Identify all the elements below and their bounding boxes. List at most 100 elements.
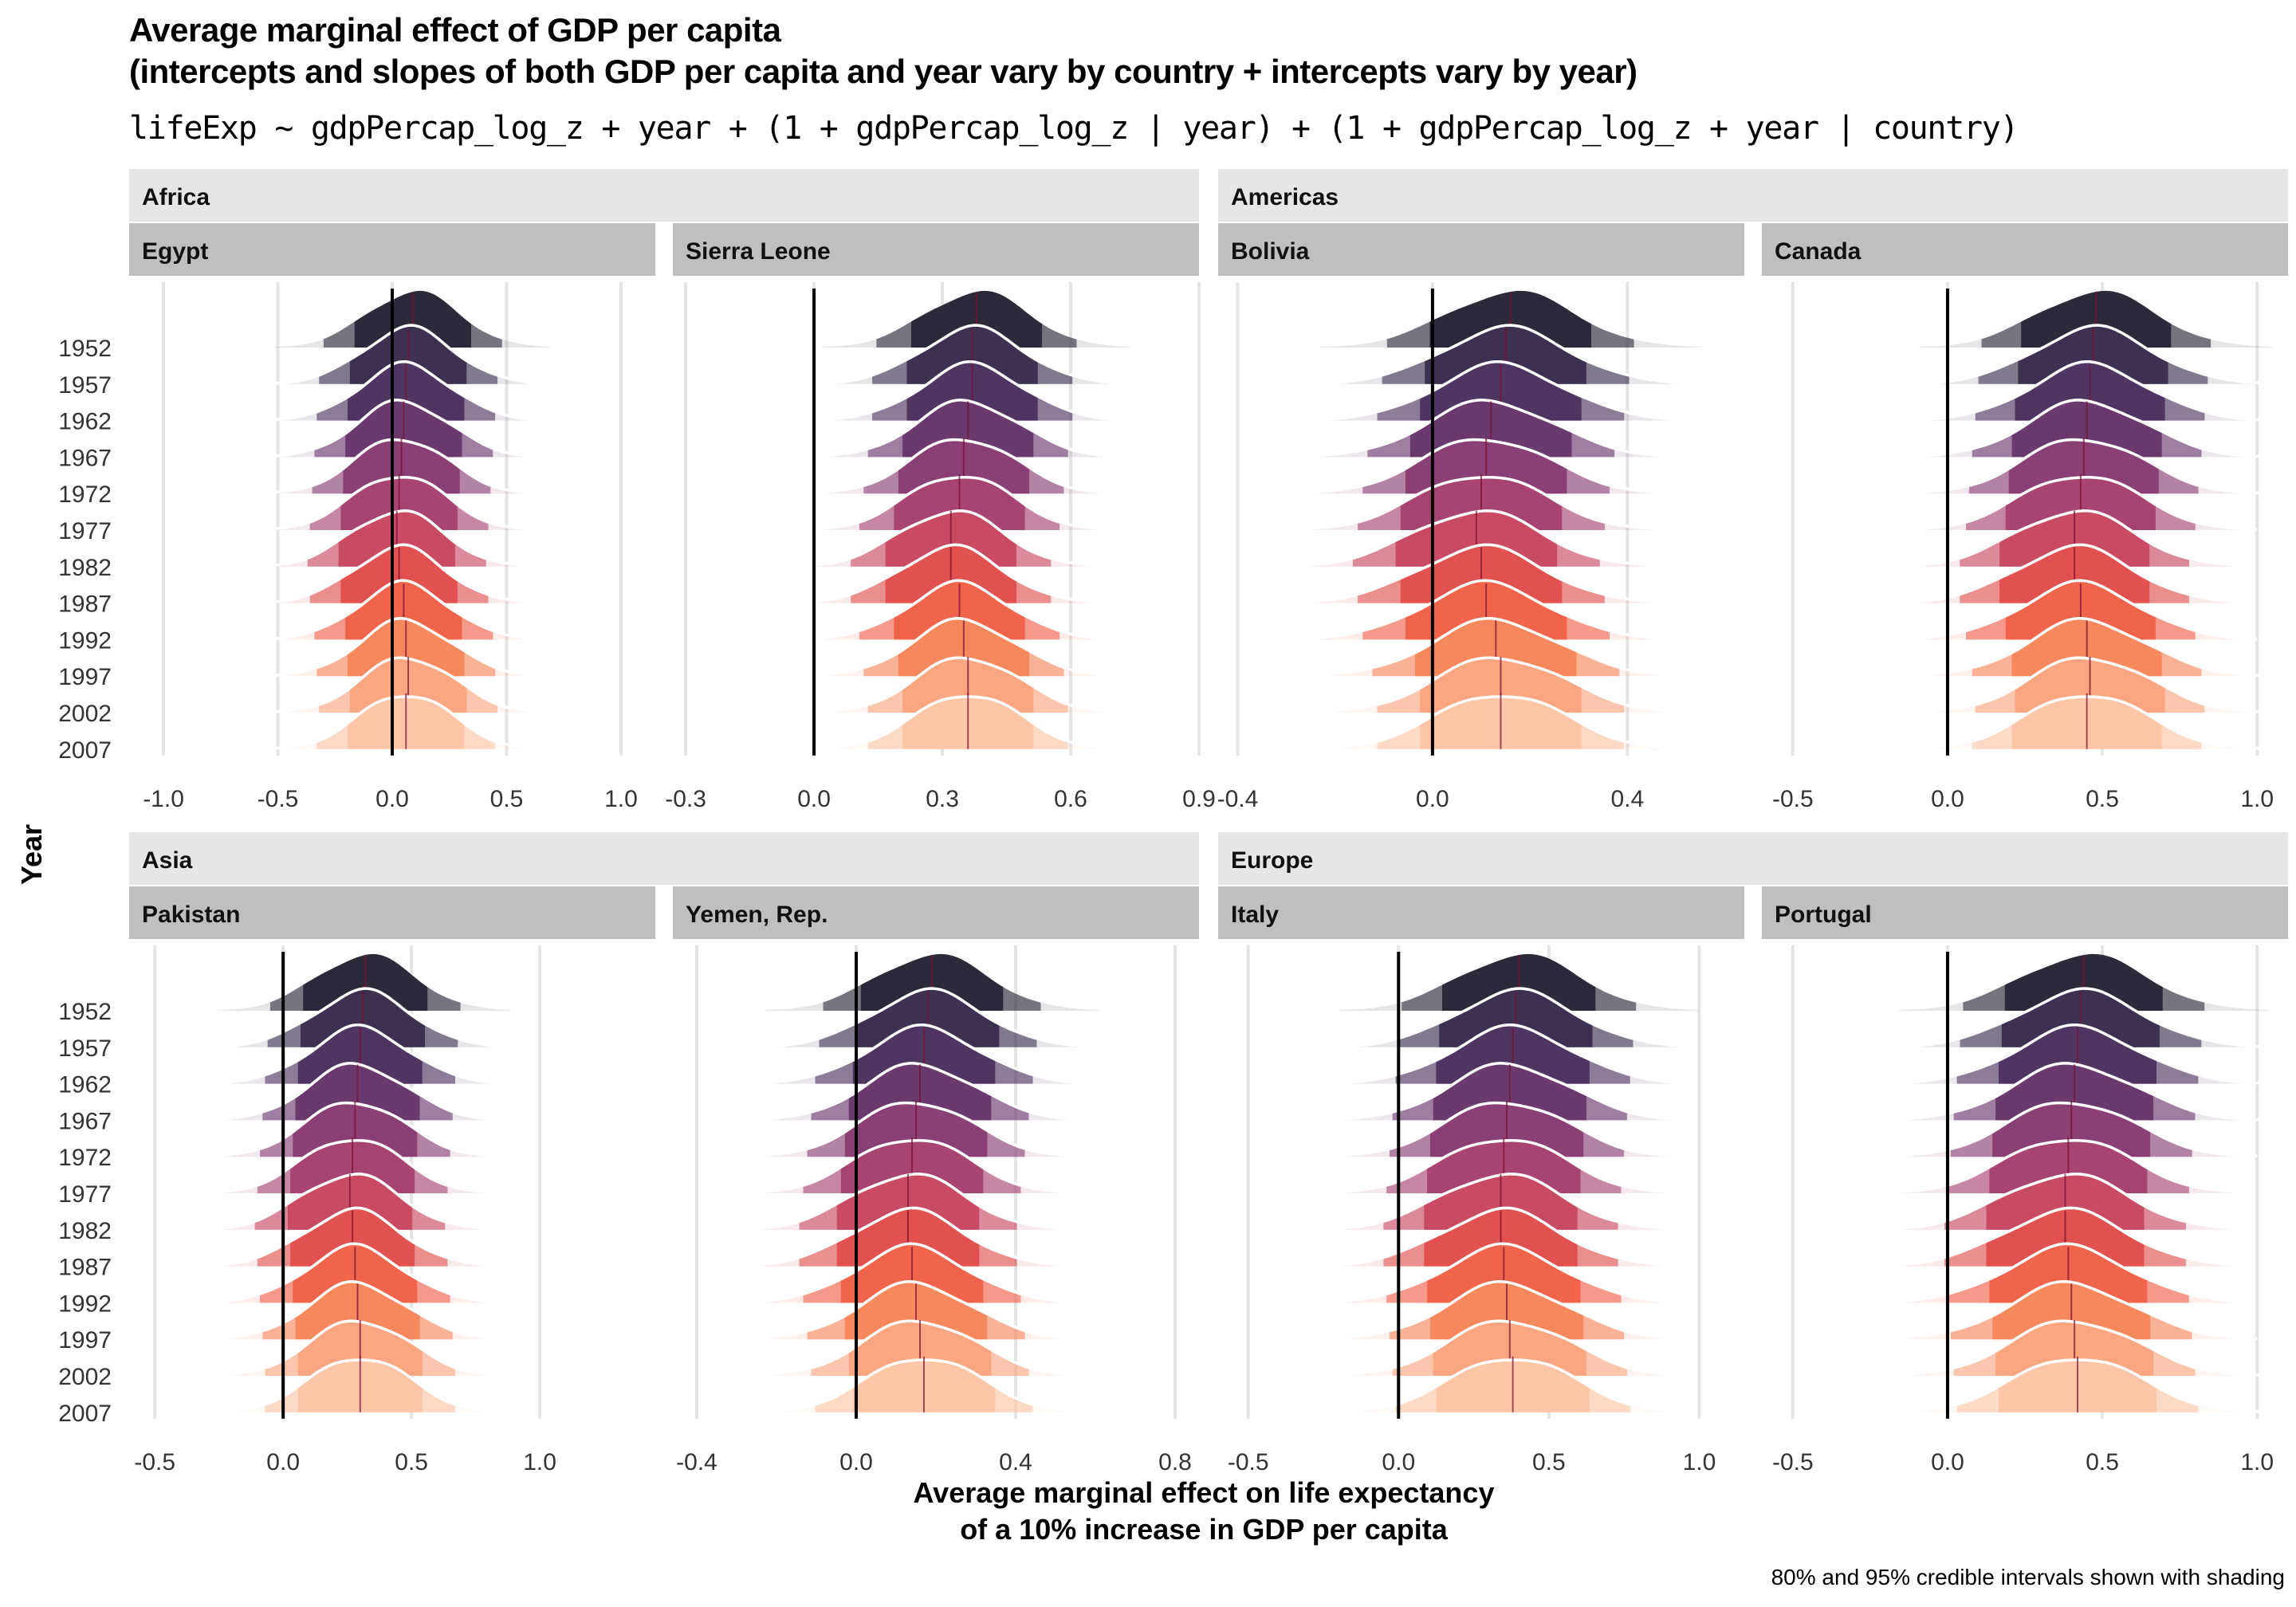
ridge-outline [818, 360, 1126, 422]
y-axis-label: Year [15, 823, 48, 886]
ridge-outline [1326, 1280, 1688, 1341]
ridge-outline [744, 1242, 1080, 1304]
ridge-outline [208, 1242, 501, 1304]
x-tick-label: 0.3 [926, 786, 959, 812]
year-tick-label: 1987 [58, 1255, 112, 1281]
continent-strip [129, 832, 1199, 885]
continent-strip [1218, 832, 2288, 885]
panel-portugal: Portugal -0.5 0.0 0.5 1.0 [1762, 886, 2288, 1475]
ridge-outline [809, 617, 1119, 678]
year-tick-label: 1962 [58, 1072, 112, 1098]
year-tick-label: 1977 [58, 1181, 112, 1208]
ridge-outline [266, 399, 541, 458]
year-tick-label: 1952 [58, 999, 112, 1025]
year-tick-label: 1982 [58, 1218, 112, 1244]
year-tick-label: 1997 [58, 1327, 112, 1354]
x-tick-label: 0.0 [375, 786, 409, 812]
ridge-outline [818, 324, 1126, 385]
x-tick-label: 0.0 [839, 1449, 873, 1475]
ridge-outline [748, 1280, 1084, 1341]
x-tick-label: 0.5 [2086, 786, 2119, 812]
chart-title: Average marginal effect of GDP per capit… [129, 11, 781, 49]
ridge-outline [1889, 1062, 2261, 1122]
ridge-outline [1910, 399, 2263, 458]
panel-sierra-leone: Sierra Leone -0.3 0.0 0.3 0.6 0.9 [665, 223, 1216, 812]
country-label: Canada [1775, 238, 1862, 265]
x-tick-label: 0.0 [1382, 1449, 1415, 1475]
year-tick-label: 1982 [58, 555, 112, 581]
year-tick-label: 1997 [58, 664, 112, 690]
x-tick-label: 0.5 [490, 786, 524, 812]
year-tick-label: 2007 [58, 737, 112, 764]
ridge-outline [206, 1206, 499, 1267]
year-tick-label: 2007 [58, 1401, 112, 1427]
x-tick-label: 0.0 [1931, 786, 1964, 812]
ridge-outline [1917, 324, 2270, 385]
continent-label: Europe [1231, 847, 1313, 874]
ridge-outline [752, 1062, 1088, 1122]
x-tick-label: 0.0 [797, 786, 831, 812]
x-tick-label: -0.4 [676, 1449, 718, 1475]
x-tick-label: -0.5 [1772, 786, 1814, 812]
year-tick-label: 1967 [58, 1108, 112, 1134]
x-tick-label: -0.4 [1217, 786, 1259, 812]
year-tick-label: 1977 [58, 518, 112, 544]
ridge-outline [268, 617, 544, 678]
ridge-outline [1329, 1062, 1691, 1122]
x-axis-label: Average marginal effect on life expectan… [913, 1476, 1495, 1546]
panel-bolivia: Bolivia -0.4 0.0 0.4 [1217, 223, 1744, 812]
x-tick-label: -1.0 [143, 786, 184, 812]
ridge-outline [1311, 360, 1691, 422]
x-tick-label: -0.5 [1228, 1449, 1269, 1475]
x-tick-label: -0.5 [134, 1449, 175, 1475]
country-strip [1762, 223, 2288, 276]
year-tick-label: 2002 [58, 1364, 112, 1390]
year-tick-label: 1992 [58, 627, 112, 654]
x-tick-label: 1.0 [2240, 786, 2274, 812]
chart-caption: 80% and 95% credible intervals shown wit… [1771, 1565, 2285, 1589]
x-tick-label: 0.4 [999, 1449, 1032, 1475]
year-tick-label: 1967 [58, 445, 112, 471]
year-tick-label: 1972 [58, 1145, 112, 1171]
ridge-outline [1323, 1242, 1685, 1304]
x-tick-label: 0.5 [2086, 1449, 2119, 1475]
x-tick-label: 1.0 [2240, 1449, 2274, 1475]
year-tick-label: 1987 [58, 591, 112, 618]
ridge-outline [1892, 1023, 2263, 1085]
year-tick-label: 1952 [58, 336, 112, 362]
ridge-outline [760, 987, 1096, 1048]
year-tick-label: 2002 [58, 701, 112, 727]
ridge-outline [805, 579, 1114, 641]
panel-italy: Italy -0.5 0.0 0.5 1.0 [1218, 886, 1744, 1475]
ridge-outline [1320, 1206, 1681, 1267]
x-tick-label: -0.5 [258, 786, 299, 812]
panel-egypt: Egypt -1.0 -0.5 0.0 0.5 1.0 [129, 223, 655, 812]
country-label: Egypt [142, 238, 208, 265]
x-tick-label: 1.0 [1683, 1449, 1716, 1475]
ridge-outline [266, 579, 541, 641]
x-tick-label: 1.0 [523, 1449, 556, 1475]
ridge-outline [270, 324, 546, 385]
continent-strip [1218, 169, 2288, 222]
ridge-outline [1332, 1023, 1693, 1085]
ridge-outline [214, 1023, 507, 1085]
ridge-outline [216, 987, 509, 1048]
panel-yemen-rep-: Yemen, Rep. -0.4 0.0 0.4 0.8 [673, 886, 1199, 1475]
year-tick-label: 1962 [58, 409, 112, 435]
ridge-outline [1894, 987, 2267, 1048]
x-tick-label: 0.0 [1931, 1449, 1964, 1475]
ridge-outline [1897, 543, 2251, 604]
country-strip [673, 223, 1199, 276]
ridge-outline [1300, 399, 1681, 458]
ridge-outline [740, 1206, 1076, 1267]
ridge-outline [1879, 1206, 2251, 1267]
x-tick-label: 0.0 [266, 1449, 300, 1475]
year-tick-label: 1992 [58, 1291, 112, 1317]
ridge-outline [210, 1062, 505, 1122]
country-label: Bolivia [1231, 238, 1310, 265]
country-label: Pakistan [142, 902, 240, 928]
continent-label: Africa [142, 184, 210, 210]
x-tick-label: -0.3 [665, 786, 706, 812]
ridge-outline [1904, 579, 2258, 641]
